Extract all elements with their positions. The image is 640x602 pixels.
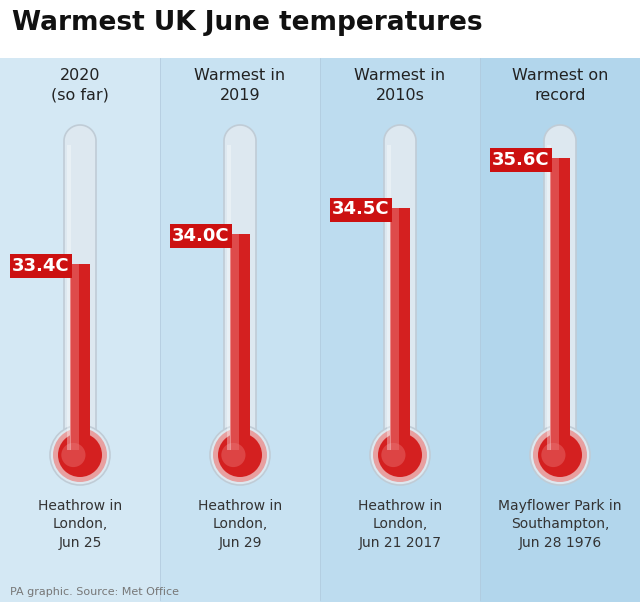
Text: Mayflower Park in
Southampton,
Jun 28 1976: Mayflower Park in Southampton, Jun 28 19… [499, 499, 621, 550]
Bar [330, 197, 392, 222]
Circle shape [533, 428, 587, 482]
Text: Warmest in
2019: Warmest in 2019 [195, 68, 285, 103]
Polygon shape [384, 125, 416, 455]
Polygon shape [550, 158, 570, 455]
Circle shape [50, 425, 110, 485]
Bar [0, 0, 160, 602]
Text: Warmest in
2010s: Warmest in 2010s [355, 68, 445, 103]
Circle shape [373, 428, 427, 482]
Circle shape [541, 443, 566, 467]
Circle shape [381, 443, 406, 467]
Text: 35.6C: 35.6C [492, 151, 550, 169]
Polygon shape [547, 145, 551, 450]
Circle shape [210, 425, 270, 485]
Bar [490, 148, 552, 172]
Circle shape [221, 443, 246, 467]
Polygon shape [390, 208, 399, 450]
Polygon shape [70, 264, 90, 455]
Text: 33.4C: 33.4C [12, 256, 70, 275]
Bar [10, 253, 72, 278]
Text: Warmest UK June temperatures: Warmest UK June temperatures [12, 10, 483, 36]
Bar [480, 0, 640, 602]
Circle shape [538, 433, 582, 477]
Circle shape [213, 428, 267, 482]
Polygon shape [230, 234, 250, 455]
Text: 34.5C: 34.5C [332, 200, 390, 219]
Bar [320, 0, 480, 602]
Text: Warmest on
record: Warmest on record [512, 68, 608, 103]
Text: Heathrow in
London,
Jun 25: Heathrow in London, Jun 25 [38, 499, 122, 550]
Bar [160, 0, 320, 602]
Polygon shape [387, 145, 391, 450]
Text: 2020
(so far): 2020 (so far) [51, 68, 109, 103]
Polygon shape [544, 125, 576, 455]
Text: 34.0C: 34.0C [172, 227, 230, 245]
Circle shape [53, 428, 107, 482]
Polygon shape [230, 234, 239, 450]
Bar [170, 224, 232, 248]
Polygon shape [70, 264, 79, 450]
Polygon shape [64, 125, 96, 455]
Polygon shape [227, 145, 231, 450]
Polygon shape [224, 125, 256, 455]
Circle shape [58, 433, 102, 477]
Bar [0, 0, 640, 58]
Circle shape [218, 433, 262, 477]
Circle shape [530, 425, 590, 485]
Polygon shape [67, 145, 71, 450]
Circle shape [370, 425, 430, 485]
Polygon shape [550, 158, 559, 450]
Text: PA graphic. Source: Met Office: PA graphic. Source: Met Office [10, 587, 179, 597]
Text: Heathrow in
London,
Jun 29: Heathrow in London, Jun 29 [198, 499, 282, 550]
Circle shape [378, 433, 422, 477]
Circle shape [61, 443, 86, 467]
Text: Heathrow in
London,
Jun 21 2017: Heathrow in London, Jun 21 2017 [358, 499, 442, 550]
Polygon shape [390, 208, 410, 455]
